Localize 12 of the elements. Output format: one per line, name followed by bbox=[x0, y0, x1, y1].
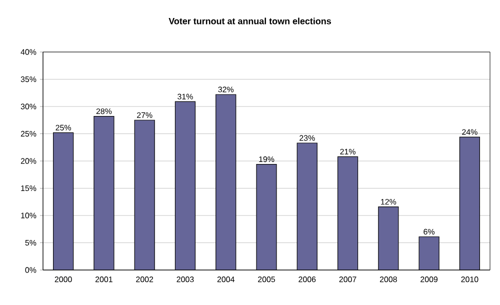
bar bbox=[378, 206, 398, 270]
bar bbox=[134, 120, 155, 270]
bar bbox=[459, 136, 480, 270]
bar bbox=[297, 143, 318, 270]
bar bbox=[419, 236, 440, 270]
bar bbox=[216, 94, 236, 270]
bar bbox=[94, 116, 114, 270]
bar bbox=[338, 156, 358, 270]
bar bbox=[53, 132, 74, 270]
bar bbox=[175, 102, 196, 270]
chart-title: Voter turnout at annual town elections bbox=[168, 18, 332, 24]
bar bbox=[256, 164, 277, 270]
